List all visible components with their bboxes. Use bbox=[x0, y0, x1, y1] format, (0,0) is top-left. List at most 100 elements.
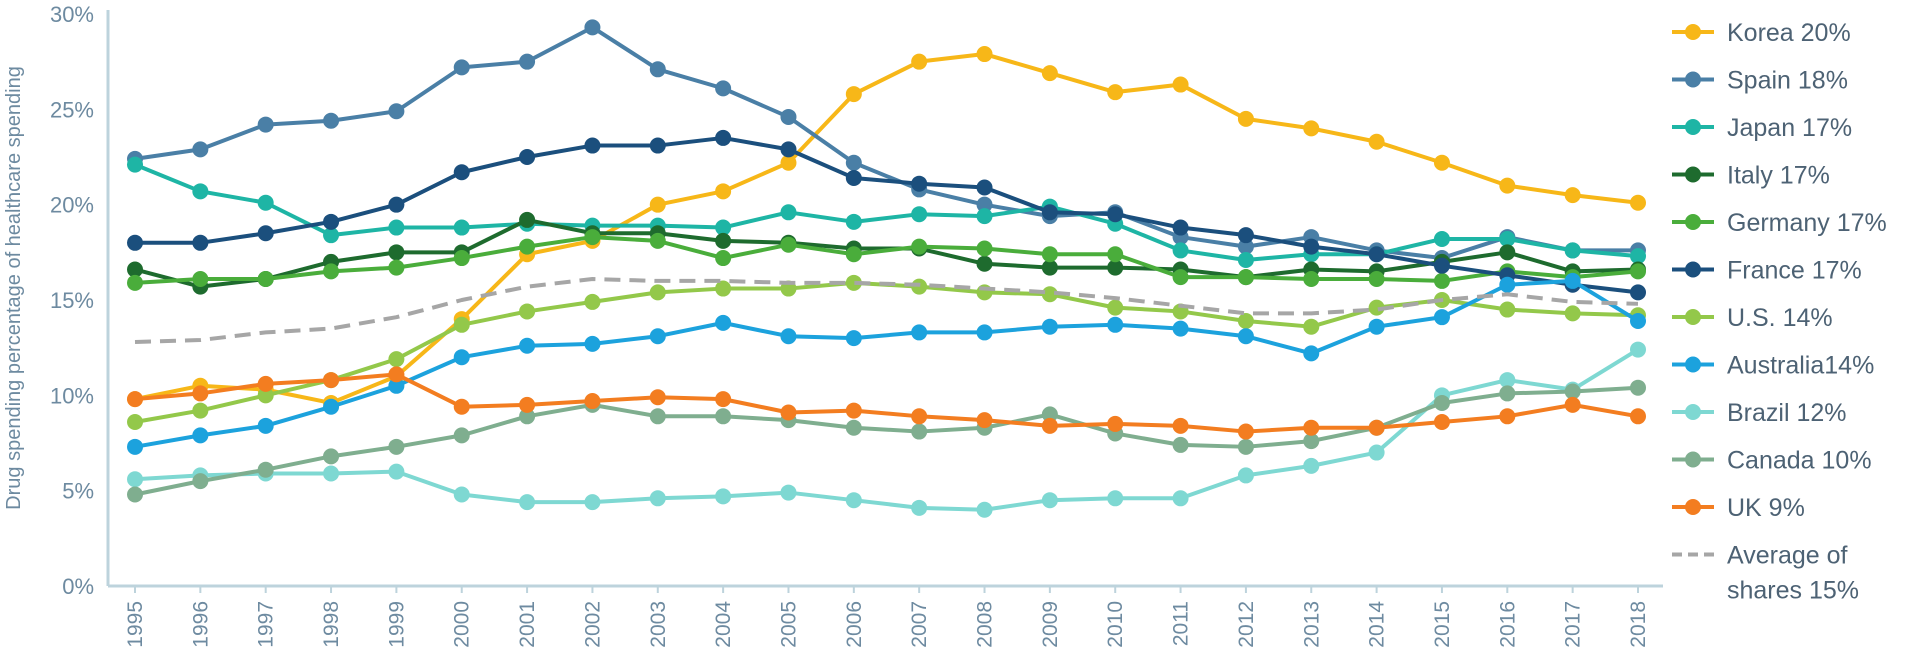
x-tick-label: 1998 bbox=[320, 601, 343, 648]
data-point bbox=[715, 232, 732, 249]
data-point bbox=[649, 232, 666, 249]
legend-label: UK 9% bbox=[1727, 494, 1805, 522]
data-point bbox=[192, 427, 209, 444]
data-point bbox=[127, 471, 143, 488]
data-point bbox=[715, 408, 732, 425]
legend-label: Italy 17% bbox=[1727, 162, 1830, 190]
data-point bbox=[1499, 230, 1516, 247]
series-spain-18 bbox=[127, 19, 1646, 267]
x-tick-label: 2012 bbox=[1235, 601, 1258, 648]
legend-swatch-marker bbox=[1685, 309, 1701, 325]
series-line bbox=[134, 277, 1639, 344]
legend-item: Spain 18% bbox=[1672, 67, 1848, 95]
x-tick-label: 2002 bbox=[581, 601, 604, 648]
data-point bbox=[388, 219, 405, 236]
data-point bbox=[780, 204, 797, 221]
data-point bbox=[911, 238, 928, 255]
x-tick-label: 2017 bbox=[1562, 601, 1585, 648]
data-point bbox=[1107, 206, 1124, 223]
data-point bbox=[911, 408, 928, 425]
data-point bbox=[323, 398, 340, 415]
data-point bbox=[1630, 284, 1646, 301]
data-point bbox=[127, 274, 143, 291]
legend-item: France 17% bbox=[1672, 257, 1862, 285]
data-point bbox=[192, 141, 209, 158]
series-korea-20 bbox=[127, 46, 1646, 411]
data-point bbox=[1499, 385, 1516, 402]
data-point bbox=[976, 196, 993, 213]
data-point bbox=[1303, 318, 1320, 335]
data-point bbox=[845, 86, 862, 103]
data-point bbox=[1303, 457, 1320, 474]
data-point bbox=[649, 389, 666, 406]
data-point bbox=[1433, 272, 1450, 289]
data-point bbox=[1630, 341, 1646, 358]
data-point bbox=[519, 303, 536, 320]
legend-swatch-marker bbox=[1685, 404, 1701, 420]
data-point bbox=[715, 80, 732, 97]
x-tick-label: 1996 bbox=[189, 601, 212, 648]
series-canada-10 bbox=[127, 379, 1646, 503]
data-point bbox=[519, 238, 536, 255]
data-point bbox=[1433, 230, 1450, 247]
x-tick-label: 2009 bbox=[1039, 601, 1062, 648]
series-uk-9 bbox=[127, 366, 1646, 440]
data-point bbox=[1237, 328, 1254, 345]
data-point bbox=[192, 473, 209, 490]
data-point bbox=[1237, 110, 1254, 127]
x-tick-label: 2014 bbox=[1366, 601, 1389, 648]
data-point bbox=[388, 196, 405, 213]
legend-item: Canada 10% bbox=[1672, 447, 1872, 475]
legend-swatch-marker bbox=[1685, 261, 1701, 278]
data-point bbox=[1172, 269, 1189, 286]
legend-label: Average of shares 15% bbox=[1727, 542, 1859, 605]
data-point bbox=[1107, 259, 1124, 276]
data-point bbox=[192, 402, 209, 419]
data-point bbox=[1172, 436, 1189, 453]
x-tick-label: 2018 bbox=[1627, 601, 1650, 648]
data-point bbox=[323, 213, 340, 230]
legend-label: Korea 20% bbox=[1727, 19, 1851, 47]
data-point bbox=[388, 438, 405, 455]
data-point bbox=[1433, 394, 1450, 411]
data-point bbox=[257, 271, 274, 288]
data-point bbox=[1564, 187, 1581, 204]
data-point bbox=[976, 46, 993, 63]
data-point bbox=[519, 53, 536, 70]
x-tick-label: 2013 bbox=[1300, 601, 1323, 648]
data-point bbox=[323, 465, 340, 482]
data-point bbox=[1433, 154, 1450, 171]
data-point bbox=[453, 59, 470, 76]
data-point bbox=[715, 219, 732, 236]
data-point bbox=[1107, 299, 1124, 316]
data-point bbox=[1237, 423, 1254, 440]
data-point bbox=[1368, 246, 1385, 263]
x-tick-label: 1995 bbox=[124, 601, 147, 648]
data-point bbox=[1237, 269, 1254, 286]
data-point bbox=[976, 179, 993, 196]
legend-label: France 17% bbox=[1727, 257, 1862, 285]
data-point bbox=[519, 149, 536, 165]
data-point bbox=[257, 387, 274, 404]
data-point bbox=[1433, 309, 1450, 326]
y-tick-label: 15% bbox=[50, 288, 94, 313]
data-point bbox=[1499, 244, 1516, 261]
data-point bbox=[1630, 379, 1646, 396]
data-point bbox=[1630, 263, 1646, 280]
data-point bbox=[1303, 271, 1320, 288]
data-point bbox=[257, 417, 274, 434]
data-point bbox=[715, 280, 732, 297]
data-point bbox=[649, 490, 666, 507]
data-point bbox=[1303, 345, 1320, 362]
data-point bbox=[257, 375, 274, 392]
data-point bbox=[1368, 271, 1385, 288]
x-tick-label: 2011 bbox=[1170, 601, 1193, 646]
data-point bbox=[1368, 318, 1385, 335]
data-point bbox=[584, 335, 601, 352]
data-point bbox=[1172, 76, 1189, 93]
data-point bbox=[453, 219, 470, 236]
data-point bbox=[1172, 417, 1189, 434]
data-point bbox=[192, 183, 209, 200]
x-tick-label: 2005 bbox=[777, 601, 800, 648]
series-germany-17 bbox=[127, 229, 1646, 291]
